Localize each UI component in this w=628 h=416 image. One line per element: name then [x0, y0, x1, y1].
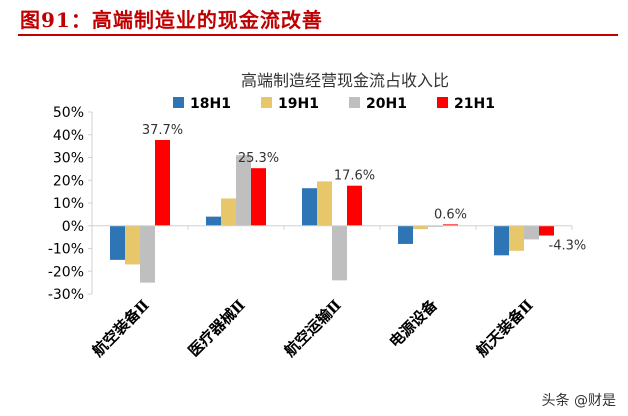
bar-19H1-1 [221, 198, 236, 226]
x-category-label: 航天装备Ⅱ [473, 296, 537, 360]
watermark: 头条 @财是 [541, 393, 616, 409]
y-tick-label: -30% [48, 287, 84, 303]
y-tick-label: 20% [53, 173, 84, 189]
title-rule [18, 34, 618, 36]
bar-18H1-2 [302, 188, 317, 226]
legend-swatch [437, 97, 448, 108]
plot-area: 37.7% 25.3% 17.6% 0.6% -4.3% [110, 123, 586, 283]
bar-19H1-4 [509, 225, 524, 251]
bar-18H1-0 [110, 225, 125, 260]
bar-21H1-1 [251, 168, 266, 226]
legend-label: 21H1 [454, 96, 495, 112]
bar-21H1-3 [443, 224, 458, 226]
x-category-label: 电源设备 [386, 295, 442, 351]
y-tick-label: -10% [48, 242, 84, 258]
chart-title: 高端制造经营现金流占收入比 [241, 71, 449, 90]
bar-21H1-0 [155, 139, 170, 226]
bar-20H1-3 [428, 225, 443, 227]
legend-swatch [173, 97, 184, 108]
bar-21H1-4 [539, 225, 554, 236]
y-tick-label: 40% [53, 128, 84, 144]
bar-21H1-2 [347, 185, 362, 226]
data-label: -4.3% [549, 239, 587, 254]
bar-20H1-0 [140, 225, 155, 283]
legend-label: 20H1 [366, 96, 407, 112]
y-tick-label: 10% [53, 196, 84, 212]
legend-swatch [261, 97, 272, 108]
bar-20H1-2 [332, 225, 347, 281]
y-tick-label: 30% [53, 151, 84, 167]
x-category-label: 航空装备Ⅱ [89, 296, 153, 360]
bar-19H1-3 [413, 225, 428, 230]
figure-title: 图91：高端制造业的现金流改善 [20, 8, 323, 32]
y-tick-label: 0% [62, 219, 84, 235]
data-label: 37.7% [142, 123, 183, 138]
bar-20H1-1 [236, 155, 251, 226]
legend-swatch [349, 97, 360, 108]
y-tick-label: -20% [48, 264, 84, 280]
data-label: 25.3% [238, 151, 279, 166]
x-category-label: 医疗器械Ⅱ [185, 296, 249, 360]
bar-19H1-2 [317, 181, 332, 226]
bar-18H1-1 [206, 216, 221, 226]
x-category-label: 航空运输Ⅱ [281, 296, 345, 360]
bar-18H1-4 [494, 225, 509, 256]
y-tick-label: 50% [53, 105, 84, 121]
bar-20H1-4 [524, 225, 539, 240]
bar-18H1-3 [398, 225, 413, 244]
data-label: 17.6% [334, 169, 375, 184]
legend-label: 19H1 [278, 96, 319, 112]
legend: 18H1 19H1 20H1 21H1 [173, 96, 495, 112]
legend-label: 18H1 [190, 96, 231, 112]
y-axis: -30% -20% -10% 0% 10% 20% 30% 40% 50% [48, 105, 93, 303]
data-label: 0.6% [434, 207, 467, 222]
bar-19H1-0 [125, 225, 140, 265]
